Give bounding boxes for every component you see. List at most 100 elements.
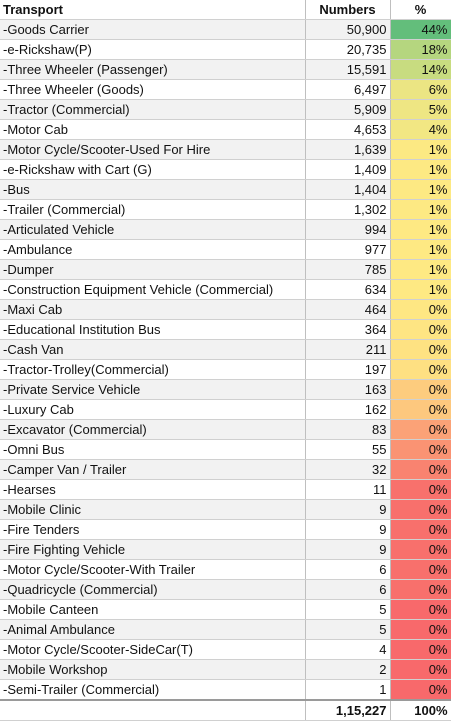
percent-cell[interactable]: 1% [390, 199, 451, 220]
numbers-cell[interactable]: 9 [305, 499, 391, 520]
percent-cell[interactable]: 0% [390, 459, 451, 480]
percent-cell[interactable]: 0% [390, 359, 451, 380]
transport-cell[interactable]: -e-Rickshaw(P) [0, 39, 306, 60]
transport-cell[interactable]: -Trailer (Commercial) [0, 199, 306, 220]
numbers-cell[interactable]: 1,409 [305, 159, 391, 180]
percent-cell[interactable]: 0% [390, 479, 451, 500]
transport-cell[interactable]: -Motor Cycle/Scooter-SideCar(T) [0, 639, 306, 660]
percent-cell[interactable]: 0% [390, 579, 451, 600]
numbers-cell[interactable]: 83 [305, 419, 391, 440]
transport-cell[interactable]: -Construction Equipment Vehicle (Commerc… [0, 279, 306, 300]
numbers-cell[interactable]: 55 [305, 439, 391, 460]
transport-cell[interactable]: -Omni Bus [0, 439, 306, 460]
percent-cell[interactable]: 0% [390, 299, 451, 320]
percent-cell[interactable]: 0% [390, 519, 451, 540]
transport-cell[interactable]: -Fire Fighting Vehicle [0, 539, 306, 560]
total-percent[interactable]: 100% [390, 699, 451, 721]
percent-cell[interactable]: 5% [390, 99, 451, 120]
percent-cell[interactable]: 0% [390, 419, 451, 440]
numbers-cell[interactable]: 9 [305, 539, 391, 560]
transport-cell[interactable]: -e-Rickshaw with Cart (G) [0, 159, 306, 180]
header-percent[interactable]: % [390, 0, 451, 20]
percent-cell[interactable]: 0% [390, 619, 451, 640]
percent-cell[interactable]: 0% [390, 559, 451, 580]
numbers-cell[interactable]: 6 [305, 559, 391, 580]
transport-cell[interactable]: -Luxury Cab [0, 399, 306, 420]
total-value[interactable]: 1,15,227 [305, 699, 391, 721]
percent-cell[interactable]: 0% [390, 539, 451, 560]
transport-cell[interactable]: -Bus [0, 179, 306, 200]
transport-cell[interactable]: -Mobile Canteen [0, 599, 306, 620]
numbers-cell[interactable]: 2 [305, 659, 391, 680]
numbers-cell[interactable]: 9 [305, 519, 391, 540]
header-transport[interactable]: Transport [0, 0, 306, 20]
header-numbers[interactable]: Numbers [305, 0, 391, 20]
percent-cell[interactable]: 0% [390, 439, 451, 460]
percent-cell[interactable]: 1% [390, 139, 451, 160]
numbers-cell[interactable]: 464 [305, 299, 391, 320]
percent-cell[interactable]: 6% [390, 79, 451, 100]
numbers-cell[interactable]: 15,591 [305, 59, 391, 80]
total-label[interactable] [0, 699, 306, 721]
transport-cell[interactable]: -Articulated Vehicle [0, 219, 306, 240]
transport-cell[interactable]: -Hearses [0, 479, 306, 500]
percent-cell[interactable]: 1% [390, 179, 451, 200]
transport-cell[interactable]: -Animal Ambulance [0, 619, 306, 640]
numbers-cell[interactable]: 1,639 [305, 139, 391, 160]
transport-cell[interactable]: -Fire Tenders [0, 519, 306, 540]
numbers-cell[interactable]: 4,653 [305, 119, 391, 140]
numbers-cell[interactable]: 1,404 [305, 179, 391, 200]
numbers-cell[interactable]: 1,302 [305, 199, 391, 220]
numbers-cell[interactable]: 50,900 [305, 19, 391, 40]
numbers-cell[interactable]: 11 [305, 479, 391, 500]
transport-cell[interactable]: -Excavator (Commercial) [0, 419, 306, 440]
transport-cell[interactable]: -Motor Cab [0, 119, 306, 140]
transport-cell[interactable]: -Mobile Workshop [0, 659, 306, 680]
transport-cell[interactable]: -Quadricycle (Commercial) [0, 579, 306, 600]
transport-cell[interactable]: -Three Wheeler (Goods) [0, 79, 306, 100]
percent-cell[interactable]: 0% [390, 319, 451, 340]
transport-cell[interactable]: -Tractor (Commercial) [0, 99, 306, 120]
percent-cell[interactable]: 1% [390, 239, 451, 260]
transport-cell[interactable]: -Ambulance [0, 239, 306, 260]
numbers-cell[interactable]: 1 [305, 679, 391, 701]
percent-cell[interactable]: 18% [390, 39, 451, 60]
numbers-cell[interactable]: 6 [305, 579, 391, 600]
transport-cell[interactable]: -Mobile Clinic [0, 499, 306, 520]
numbers-cell[interactable]: 162 [305, 399, 391, 420]
transport-cell[interactable]: -Semi-Trailer (Commercial) [0, 679, 306, 701]
numbers-cell[interactable]: 211 [305, 339, 391, 360]
numbers-cell[interactable]: 197 [305, 359, 391, 380]
percent-cell[interactable]: 0% [390, 659, 451, 680]
percent-cell[interactable]: 0% [390, 679, 451, 701]
transport-cell[interactable]: -Dumper [0, 259, 306, 280]
transport-cell[interactable]: -Tractor-Trolley(Commercial) [0, 359, 306, 380]
percent-cell[interactable]: 1% [390, 279, 451, 300]
percent-cell[interactable]: 44% [390, 19, 451, 40]
numbers-cell[interactable]: 32 [305, 459, 391, 480]
percent-cell[interactable]: 1% [390, 219, 451, 240]
numbers-cell[interactable]: 364 [305, 319, 391, 340]
numbers-cell[interactable]: 5 [305, 619, 391, 640]
transport-cell[interactable]: -Maxi Cab [0, 299, 306, 320]
transport-cell[interactable]: -Cash Van [0, 339, 306, 360]
numbers-cell[interactable]: 994 [305, 219, 391, 240]
numbers-cell[interactable]: 20,735 [305, 39, 391, 60]
numbers-cell[interactable]: 163 [305, 379, 391, 400]
percent-cell[interactable]: 0% [390, 379, 451, 400]
transport-cell[interactable]: -Motor Cycle/Scooter-Used For Hire [0, 139, 306, 160]
transport-cell[interactable]: -Camper Van / Trailer [0, 459, 306, 480]
percent-cell[interactable]: 0% [390, 599, 451, 620]
transport-cell[interactable]: -Goods Carrier [0, 19, 306, 40]
numbers-cell[interactable]: 6,497 [305, 79, 391, 100]
percent-cell[interactable]: 1% [390, 159, 451, 180]
numbers-cell[interactable]: 977 [305, 239, 391, 260]
percent-cell[interactable]: 0% [390, 339, 451, 360]
numbers-cell[interactable]: 4 [305, 639, 391, 660]
percent-cell[interactable]: 0% [390, 499, 451, 520]
transport-cell[interactable]: -Three Wheeler (Passenger) [0, 59, 306, 80]
transport-cell[interactable]: -Educational Institution Bus [0, 319, 306, 340]
percent-cell[interactable]: 0% [390, 399, 451, 420]
percent-cell[interactable]: 4% [390, 119, 451, 140]
numbers-cell[interactable]: 634 [305, 279, 391, 300]
